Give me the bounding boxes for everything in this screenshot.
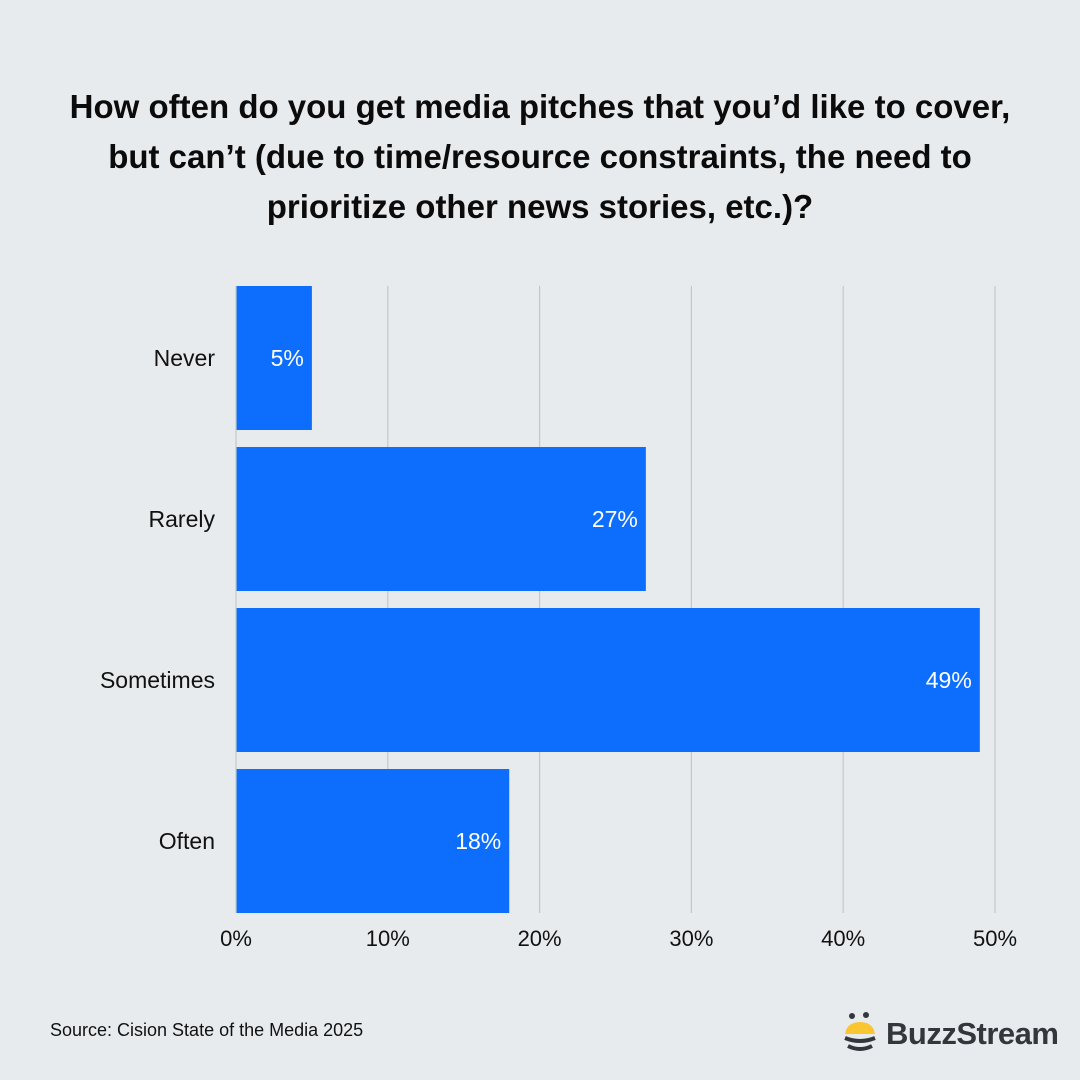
bee-icon	[844, 1012, 876, 1051]
x-tick-label: 50%	[973, 926, 1017, 951]
data-label: 5%	[271, 345, 304, 371]
x-tick-label: 20%	[518, 926, 562, 951]
category-label: Sometimes	[100, 667, 215, 693]
category-label: Rarely	[149, 506, 216, 532]
bar	[236, 286, 312, 430]
bar	[236, 447, 646, 591]
bar	[236, 769, 510, 913]
chart-title: How often do you get media pitches that …	[69, 88, 1011, 225]
category-label: Never	[154, 345, 216, 371]
brand-name: BuzzStream	[886, 1016, 1059, 1051]
x-tick-label: 30%	[669, 926, 713, 951]
bar-chart: 0% 10% 20% 30% 40% 50% Never 5% Rarely 27% Sometim…	[100, 286, 1017, 951]
category-label: Often	[159, 828, 215, 854]
bar	[236, 608, 980, 752]
x-tick-label: 40%	[821, 926, 865, 951]
source-note: Source: Cision State of the Media 2025	[50, 1020, 364, 1040]
x-tick-label: 10%	[366, 926, 410, 951]
data-label: 18%	[455, 828, 501, 854]
data-label: 49%	[926, 667, 972, 693]
buzzstream-logo: BuzzStream	[842, 1012, 1059, 1056]
data-label: 27%	[592, 506, 638, 532]
x-tick-label: 0%	[220, 926, 252, 951]
